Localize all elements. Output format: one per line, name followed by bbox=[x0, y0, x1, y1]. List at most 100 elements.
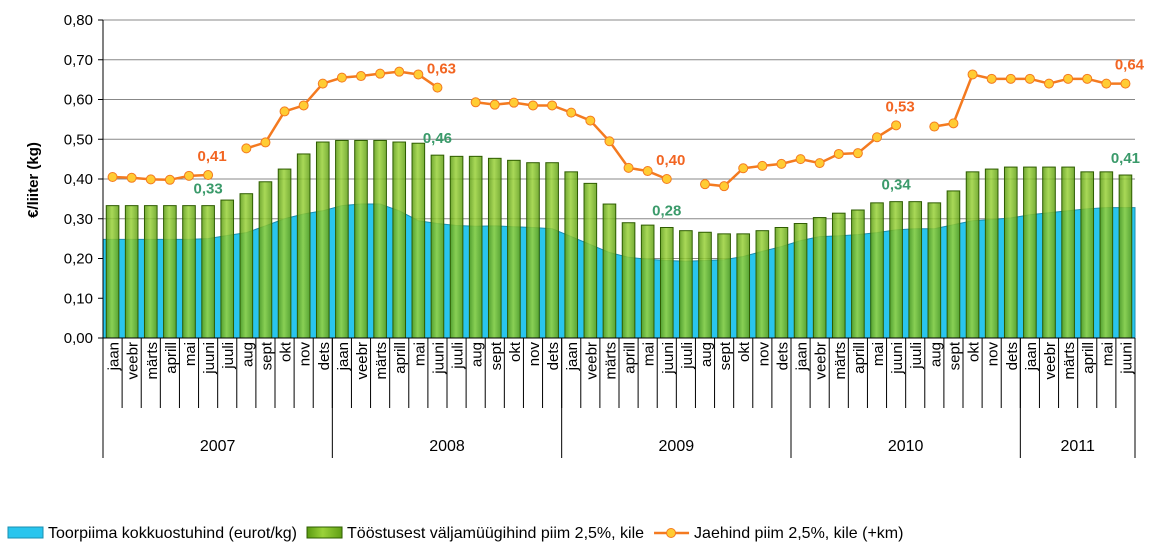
x-tick-label: nov bbox=[755, 342, 772, 367]
x-tick-label: okt bbox=[507, 341, 524, 362]
x-tick-label: aprill bbox=[1080, 342, 1097, 374]
bar bbox=[927, 202, 942, 339]
x-tick-label: sept bbox=[717, 341, 734, 370]
x-tick-label: aug bbox=[927, 342, 944, 367]
bar bbox=[201, 205, 215, 339]
x-tick-label: dets bbox=[545, 342, 562, 370]
x-tick-label: jaan bbox=[1023, 342, 1040, 371]
group-label: 2011 bbox=[1060, 438, 1095, 455]
line-marker bbox=[279, 106, 290, 117]
x-tick-label: aprill bbox=[163, 342, 180, 374]
line-marker bbox=[566, 107, 577, 118]
x-tick-label: jaan bbox=[794, 342, 811, 371]
x-tick-label: märts bbox=[832, 342, 849, 380]
line-marker bbox=[872, 132, 882, 143]
bar bbox=[335, 139, 349, 339]
line-marker bbox=[700, 179, 710, 190]
line-marker bbox=[260, 137, 271, 148]
bar bbox=[621, 222, 636, 339]
bar bbox=[124, 205, 139, 339]
bar bbox=[602, 203, 617, 339]
data-label: 0,41 bbox=[198, 148, 227, 165]
bar bbox=[889, 201, 903, 339]
bar bbox=[1042, 166, 1056, 339]
x-tick-label: dets bbox=[316, 342, 333, 370]
line-marker bbox=[126, 172, 137, 183]
x-tick-label: märts bbox=[144, 342, 161, 380]
line-marker bbox=[642, 166, 653, 177]
y-tick-label: 0,50 bbox=[64, 131, 93, 148]
legend-swatch bbox=[306, 526, 343, 539]
x-tick-label: aug bbox=[469, 342, 486, 367]
line-marker bbox=[470, 97, 481, 108]
bar bbox=[736, 233, 751, 339]
x-tick-label: veebr bbox=[354, 342, 371, 380]
line-marker bbox=[585, 115, 596, 126]
x-tick-label: märts bbox=[373, 342, 390, 380]
legend-swatch bbox=[7, 526, 44, 539]
bar bbox=[679, 230, 693, 339]
bar bbox=[812, 217, 827, 339]
line-marker bbox=[814, 158, 825, 169]
bar bbox=[793, 223, 808, 339]
data-label: 0,64 bbox=[1115, 57, 1145, 74]
bar bbox=[411, 142, 426, 339]
y-tick-label: 0,30 bbox=[64, 211, 93, 228]
legend-label: Toorpiima kokkuostuhind (eurot/kg) bbox=[48, 525, 297, 542]
legend-label: Jaehind piim 2,5%, kile (+km) bbox=[694, 525, 903, 542]
line-marker bbox=[203, 170, 214, 181]
x-tick-label: mai bbox=[182, 342, 199, 366]
bar bbox=[659, 226, 674, 339]
line-marker bbox=[1005, 73, 1016, 84]
line-marker bbox=[356, 71, 366, 82]
bar bbox=[1023, 166, 1037, 339]
x-tick-label: mai bbox=[1099, 342, 1116, 366]
x-tick-label: juuni bbox=[430, 342, 447, 375]
bar bbox=[163, 205, 177, 339]
x-tick-label: mai bbox=[641, 342, 658, 366]
line-marker bbox=[929, 121, 940, 132]
line-marker bbox=[489, 99, 500, 110]
line-marker bbox=[241, 143, 252, 154]
x-tick-label: aprill bbox=[392, 342, 409, 374]
x-tick-label: juuni bbox=[660, 342, 677, 375]
data-label: 0,28 bbox=[652, 202, 681, 219]
bar bbox=[468, 155, 483, 339]
bar bbox=[105, 205, 120, 339]
line-marker bbox=[394, 66, 405, 77]
line-marker bbox=[1044, 78, 1054, 89]
y-tick-label: 0,70 bbox=[64, 52, 93, 69]
x-tick-label: okt bbox=[736, 341, 753, 362]
bar bbox=[430, 154, 445, 339]
line-marker bbox=[298, 100, 309, 111]
line-marker bbox=[375, 68, 386, 79]
bar bbox=[449, 155, 464, 339]
x-tick-label: märts bbox=[1061, 342, 1078, 380]
line-marker bbox=[1063, 73, 1074, 84]
x-tick-label: veebr bbox=[813, 342, 830, 380]
x-tick-label: dets bbox=[1004, 342, 1021, 370]
data-label: 0,33 bbox=[194, 181, 223, 198]
line-marker bbox=[719, 181, 730, 192]
bar bbox=[831, 212, 846, 339]
data-label: 0,46 bbox=[423, 130, 452, 147]
x-tick-label: aprill bbox=[851, 342, 868, 374]
line-marker bbox=[547, 100, 558, 111]
legend-label: Tööstusest väljamüügihind piim 2,5%, kil… bbox=[347, 525, 644, 542]
line-marker bbox=[508, 97, 519, 108]
line-marker bbox=[661, 174, 672, 184]
x-tick-label: veebr bbox=[583, 342, 600, 380]
bar bbox=[182, 205, 196, 339]
bar bbox=[946, 190, 961, 339]
bar bbox=[354, 139, 368, 339]
x-tick-label: mai bbox=[870, 342, 887, 366]
x-tick-label: sept bbox=[946, 341, 963, 370]
bar bbox=[698, 231, 712, 339]
bar bbox=[851, 209, 865, 339]
bar bbox=[984, 168, 999, 339]
bar bbox=[373, 139, 387, 339]
bar bbox=[277, 168, 292, 339]
x-tick-label: juuni bbox=[1118, 342, 1135, 375]
line-marker bbox=[336, 72, 347, 83]
